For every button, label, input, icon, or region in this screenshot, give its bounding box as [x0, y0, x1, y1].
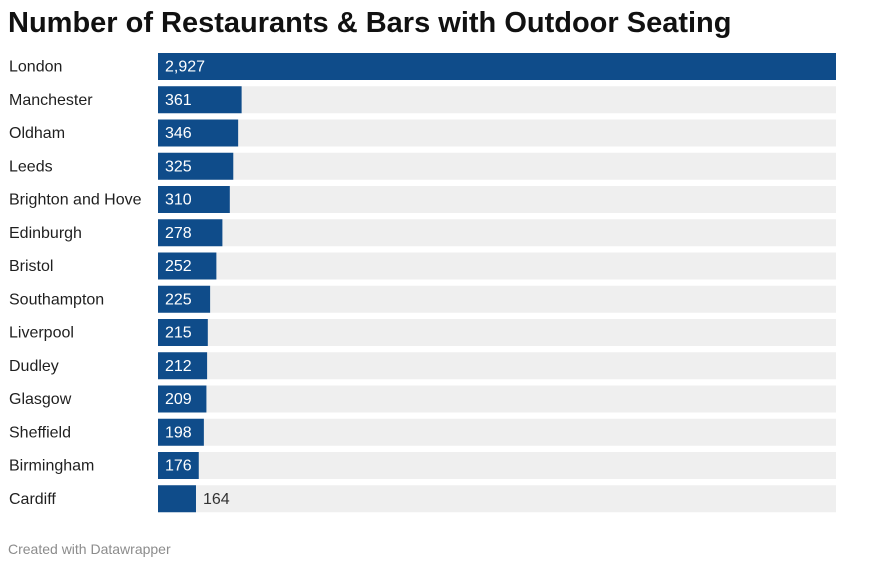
value-label: 278	[165, 225, 192, 242]
bar	[158, 86, 242, 114]
bar-track	[158, 485, 836, 513]
bar	[158, 152, 234, 180]
bar-track	[158, 119, 836, 147]
bar	[158, 452, 199, 479]
chart-title: Number of Restaurants & Bars with Outdoo…	[8, 7, 732, 39]
bar-row: Manchester 361	[9, 86, 836, 114]
chart-rows: London 2,927 Manchester 361 Oldham 346 Leeds 32…	[9, 53, 836, 513]
category-label: Leeds	[9, 158, 53, 175]
value-label: 310	[165, 192, 192, 209]
value-label: 252	[165, 258, 192, 275]
value-label: 325	[165, 158, 192, 175]
bar	[158, 252, 217, 280]
bar-track	[158, 452, 836, 479]
category-label: Cardiff	[9, 491, 56, 508]
value-label: 212	[165, 358, 192, 375]
value-label: 164	[203, 491, 230, 508]
bar	[158, 285, 211, 313]
bar-row: Oldham 346	[9, 119, 836, 147]
category-label: Sheffield	[9, 424, 71, 441]
category-label: Bristol	[9, 258, 53, 275]
value-label: 2,927	[165, 59, 205, 76]
bar	[158, 385, 207, 413]
bar-track	[158, 252, 836, 280]
bar	[158, 53, 836, 80]
bar-track	[158, 285, 836, 313]
bar-row: Liverpool 215	[9, 319, 836, 346]
value-label: 346	[165, 125, 192, 142]
bar-track	[158, 219, 836, 247]
bar-row: Bristol 252	[9, 252, 836, 280]
bar-row: Brighton and Hove 310	[9, 186, 836, 213]
bar	[158, 219, 223, 247]
category-label: Liverpool	[9, 325, 74, 342]
bar	[158, 352, 208, 380]
bar-row: Sheffield 198	[9, 418, 836, 446]
value-label: 215	[165, 325, 192, 342]
bar-row: London 2,927	[9, 53, 836, 80]
bar-row: Dudley 212	[9, 352, 836, 380]
category-label: Glasgow	[9, 391, 72, 408]
bar-track	[158, 319, 836, 346]
bar-track	[158, 86, 836, 114]
bar-track	[158, 385, 836, 413]
category-label: Brighton and Hove	[9, 192, 142, 209]
bar-track	[158, 152, 836, 180]
value-label: 176	[165, 458, 192, 475]
bar-row: Southampton 225	[9, 285, 836, 313]
bar-row: Leeds 325	[9, 152, 836, 180]
bar-track	[158, 186, 836, 213]
bar-row: Birmingham 176	[9, 452, 836, 479]
category-label: Birmingham	[9, 458, 94, 475]
bar-track	[158, 352, 836, 380]
bar	[158, 418, 204, 446]
value-label: 198	[165, 424, 192, 441]
datawrapper-credit: Created with Datawrapper	[8, 541, 171, 557]
bar	[158, 485, 196, 513]
category-label: Southampton	[9, 291, 104, 308]
category-label: Oldham	[9, 125, 65, 142]
bar	[158, 119, 239, 147]
bar	[158, 319, 208, 346]
bar-row: Glasgow 209	[9, 385, 836, 413]
bar-chart: London 2,927 Manchester 361 Oldham 346 Leeds 32…	[9, 53, 836, 513]
value-label: 361	[165, 92, 192, 109]
bar-track	[158, 418, 836, 446]
category-label: Edinburgh	[9, 225, 82, 242]
value-label: 209	[165, 391, 192, 408]
bar	[158, 186, 230, 213]
value-label: 225	[165, 291, 192, 308]
bar-row: Cardiff 164	[9, 485, 836, 513]
bar-row: Edinburgh 278	[9, 219, 836, 247]
category-label: Manchester	[9, 92, 93, 109]
category-label: Dudley	[9, 358, 59, 375]
category-label: London	[9, 59, 62, 76]
